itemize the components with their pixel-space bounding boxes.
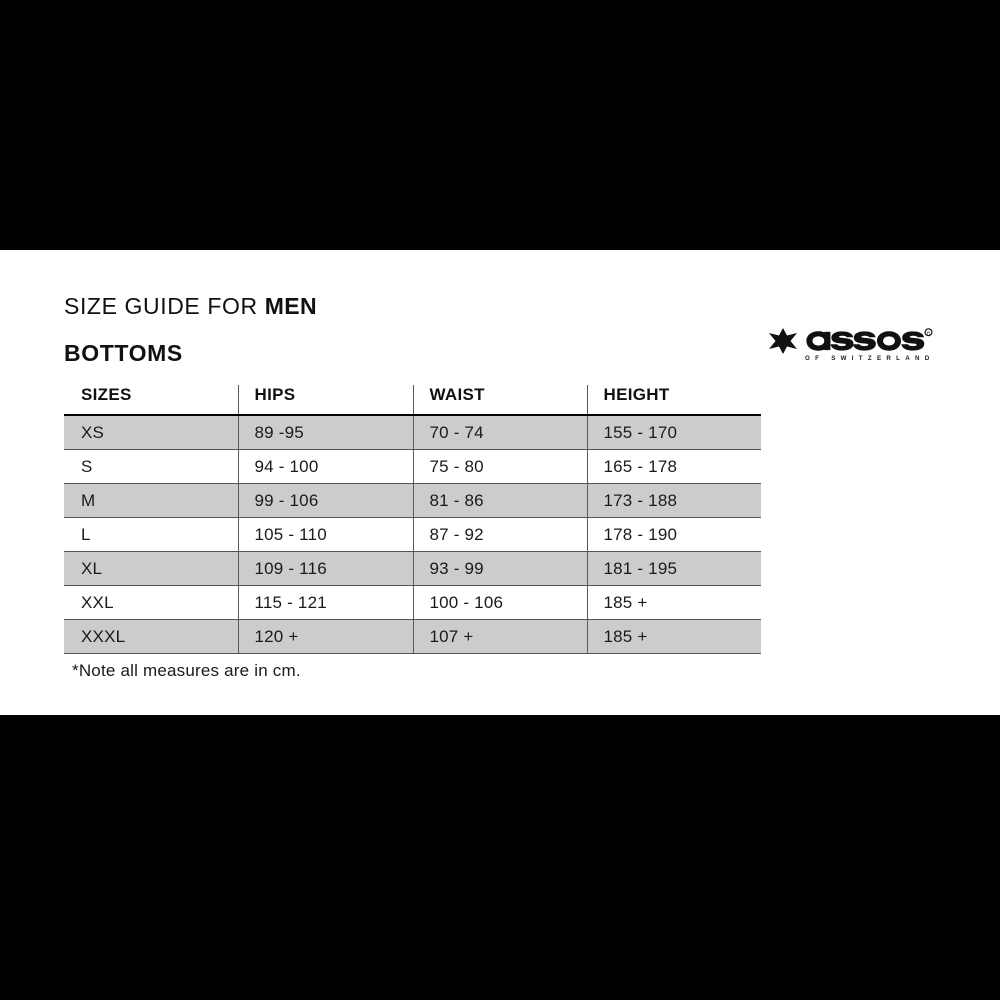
cell-waist: 70 - 74 — [412, 414, 587, 450]
cell-size: S — [64, 449, 238, 484]
cell-hips: 99 - 106 — [237, 483, 413, 518]
cell-height: 155 - 170 — [586, 414, 761, 450]
size-chart-table: SIZES HIPS WAIST HEIGHT XS 89 -95 70 - 74 1… — [64, 385, 761, 654]
footnote-note: *Note all measures are in cm. — [72, 661, 301, 680]
column-header-sizes: SIZES — [64, 385, 238, 416]
cell-height: 165 - 178 — [586, 449, 761, 484]
cell-height: 181 - 195 — [586, 551, 761, 586]
column-header-waist: WAIST — [412, 385, 587, 416]
assos-star-icon — [769, 328, 797, 354]
cell-size: XXXL — [64, 619, 238, 654]
registered-trademark-symbol: R — [927, 330, 931, 335]
cell-height: 185 + — [586, 619, 761, 654]
table-row: XL 109 - 116 93 - 99 181 - 195 — [64, 551, 761, 586]
page-subtitle: BOTTOMS — [64, 340, 183, 367]
cell-hips: 109 - 116 — [237, 551, 413, 586]
table-row: XXL 115 - 121 100 - 106 185 + — [64, 585, 761, 620]
letterbox-bottom — [0, 715, 1000, 1000]
table-body: XS 89 -95 70 - 74 155 - 170 S 94 - 100 75 - 80… — [64, 414, 761, 654]
cell-size: XS — [64, 414, 238, 450]
cell-waist: 107 + — [412, 619, 587, 654]
column-header-height: HEIGHT — [586, 385, 761, 416]
cell-height: 185 + — [586, 585, 761, 620]
cell-size: M — [64, 483, 238, 518]
cell-size: XL — [64, 551, 238, 586]
page-title-prefix: SIZE GUIDE FOR — [64, 293, 265, 319]
brand-tagline: OF SWITZERLAND — [805, 355, 935, 362]
cell-height: 173 - 188 — [586, 483, 761, 518]
cell-hips: 94 - 100 — [237, 449, 413, 484]
heading-block: SIZE GUIDE FOR MEN BOTTOMS — [64, 293, 764, 367]
cell-size: XXL — [64, 585, 238, 620]
cell-waist: 100 - 106 — [412, 585, 587, 620]
assos-logo: R OF SWITZERLAND — [768, 328, 936, 368]
cell-waist: 81 - 86 — [412, 483, 587, 518]
cell-waist: 75 - 80 — [412, 449, 587, 484]
assos-wordmark-glyphs: R — [806, 328, 933, 351]
cell-hips: 105 - 110 — [237, 517, 413, 552]
page-title-emphasis: MEN — [264, 293, 317, 319]
table-row: L 105 - 110 87 - 92 178 - 190 — [64, 517, 761, 552]
letterbox-top — [0, 0, 1000, 250]
column-header-hips: HIPS — [237, 385, 413, 416]
content-band: SIZE GUIDE FOR MEN BOTTOMS — [0, 250, 1000, 715]
table-header: SIZES HIPS WAIST HEIGHT — [64, 385, 761, 416]
cell-waist: 87 - 92 — [412, 517, 587, 552]
table-row: XS 89 -95 70 - 74 155 - 170 — [64, 414, 761, 450]
table-row: XXXL 120 +107 +185 + — [64, 619, 761, 654]
logo-row: R — [768, 328, 936, 354]
table-row: S 94 - 100 75 - 80 165 - 178 — [64, 449, 761, 484]
cell-waist: 93 - 99 — [412, 551, 587, 586]
assos-wordmark: R — [805, 328, 933, 354]
cell-hips: 120 + — [237, 619, 413, 654]
table-header-row: SIZES HIPS WAIST HEIGHT — [64, 385, 761, 416]
table-row: M 99 - 106 81 - 86 173 - 188 — [64, 483, 761, 518]
cell-hips: 89 -95 — [237, 414, 413, 450]
cell-hips: 115 - 121 — [237, 585, 413, 620]
cell-size: L — [64, 517, 238, 552]
page-title: SIZE GUIDE FOR MEN — [64, 293, 764, 319]
cell-height: 178 - 190 — [586, 517, 761, 552]
